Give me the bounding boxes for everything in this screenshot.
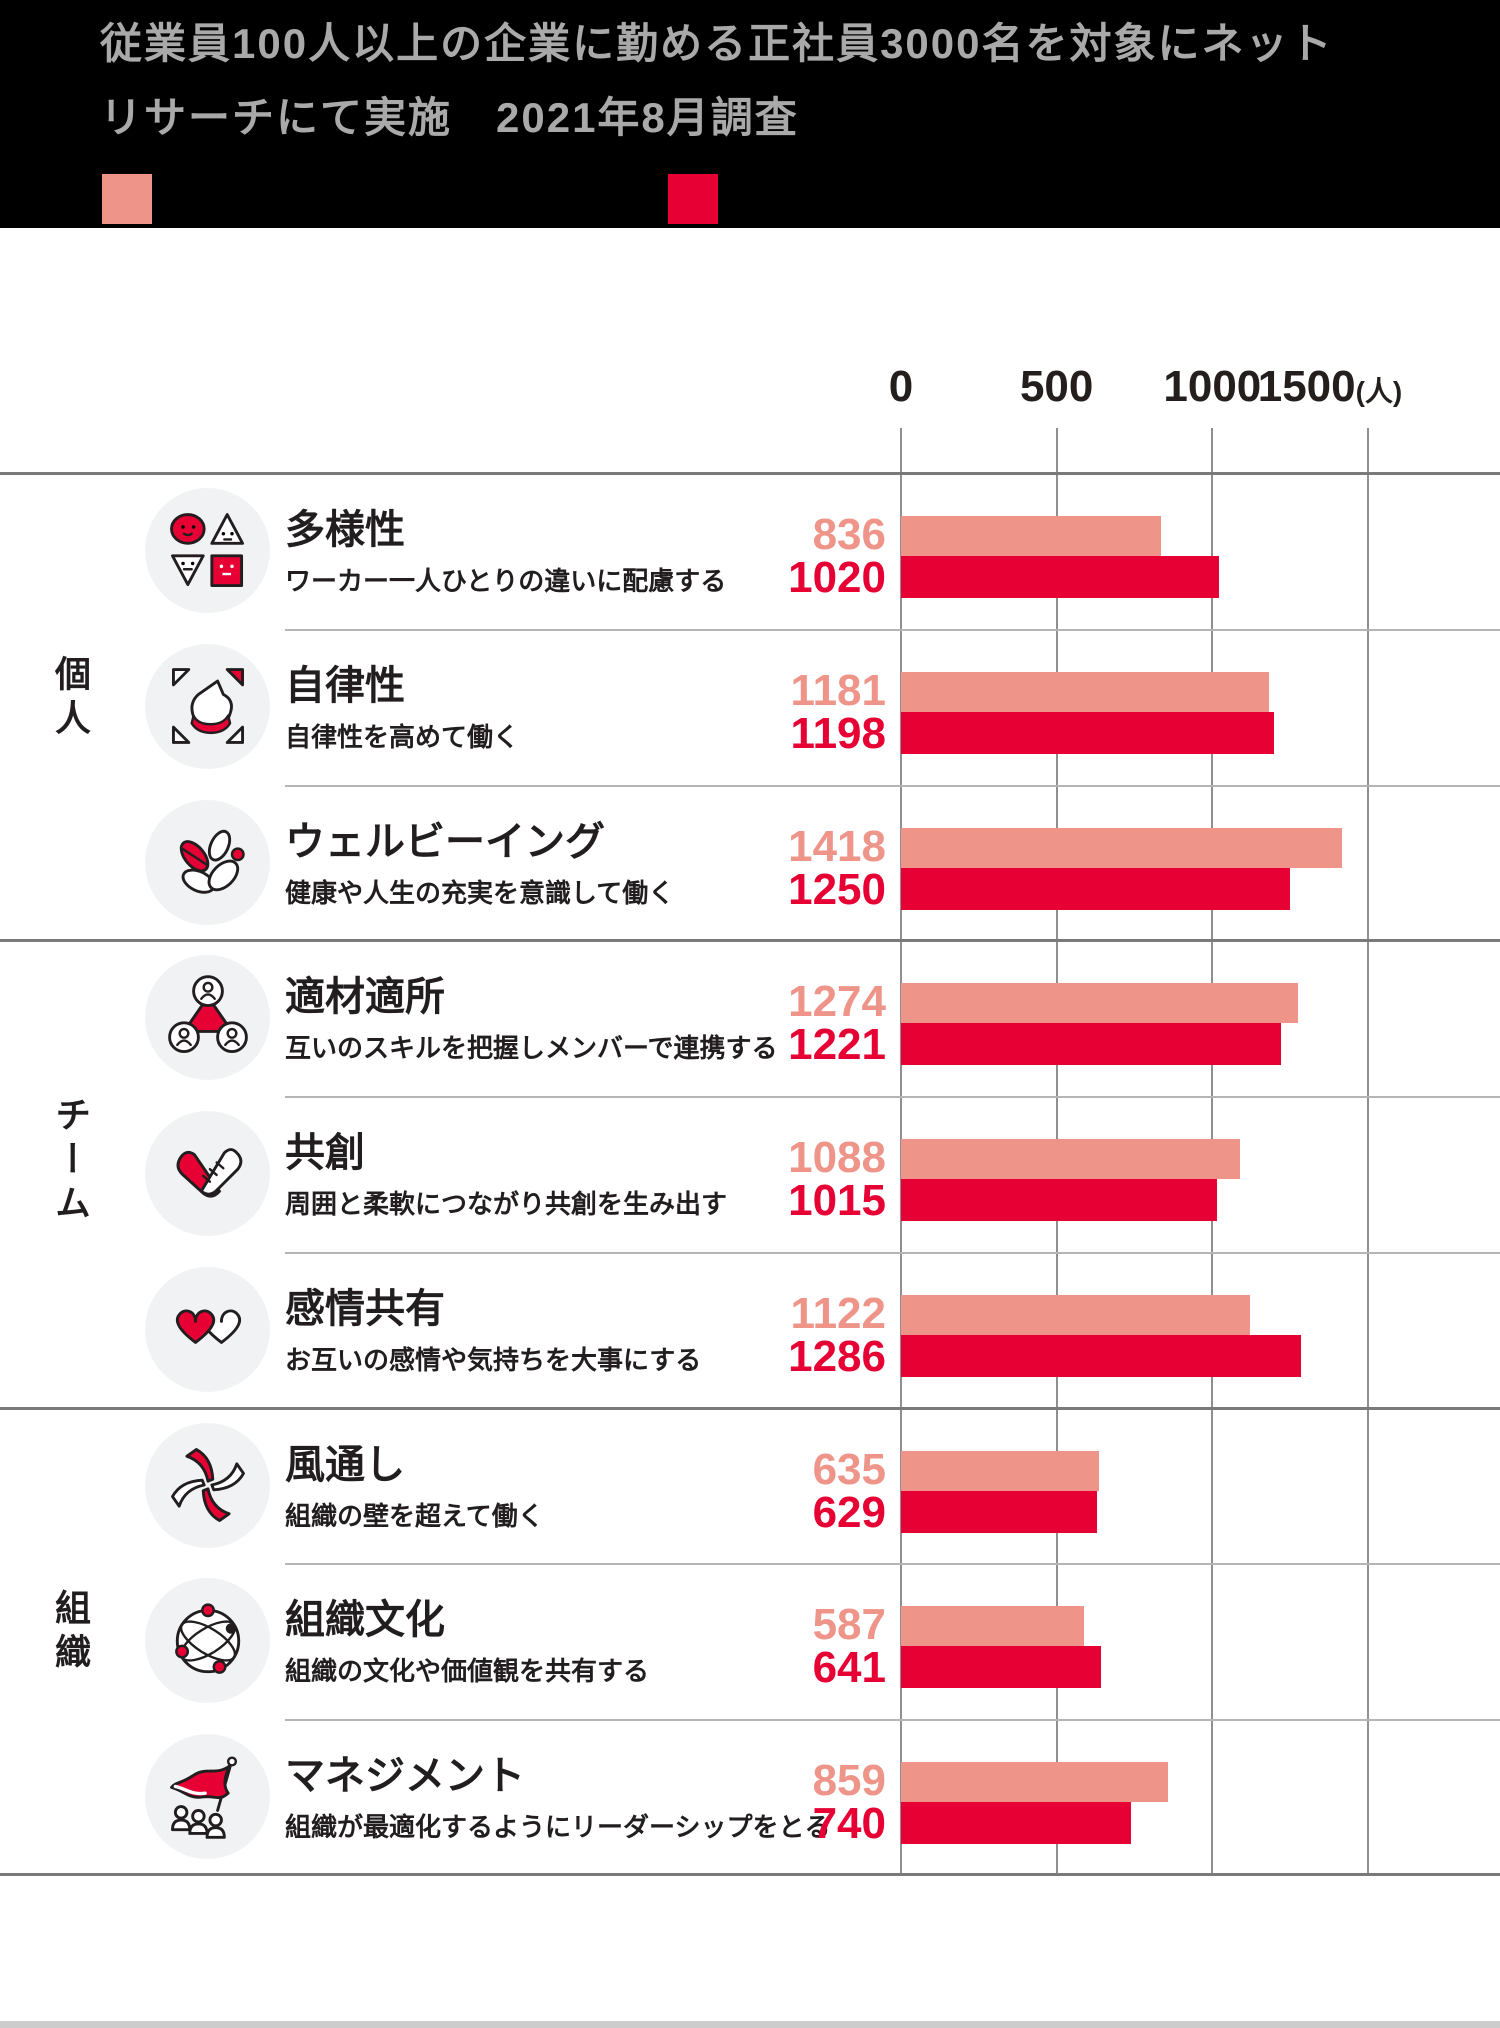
bar-series-b (901, 1179, 1217, 1222)
row-value-labels: 1418 1250 (560, 821, 886, 914)
legend-swatch-salmon (102, 174, 152, 224)
group-label: チーム (50, 1096, 91, 1228)
bar-series-a (901, 1294, 1251, 1335)
management-icon (145, 1734, 270, 1860)
row-title: 多様性 (285, 508, 405, 552)
axis-unit-label: (人) (1355, 376, 1403, 407)
bar-series-a (901, 827, 1343, 868)
row-subtitle: 組織の壁を超えて働く (285, 1500, 544, 1531)
row-subtitle: 自律性を高めて働く (285, 721, 520, 752)
value-label-series-a: 635 (812, 1444, 886, 1494)
bar-series-a (901, 516, 1162, 556)
row-title: マネジメント (285, 1754, 525, 1799)
row-divider-line (285, 1251, 1500, 1254)
row-value-labels: 836 1020 (560, 510, 886, 602)
bar-series-b (901, 711, 1274, 754)
bar-series-a (901, 1762, 1169, 1803)
value-label-series-a: 587 (812, 1600, 886, 1650)
co-creation-icon (145, 1111, 270, 1237)
row-divider-line (285, 784, 1500, 787)
group-label: 組織 (50, 1589, 91, 1678)
bottom-divider (0, 2021, 1500, 2028)
value-label-series-b: 1221 (788, 1020, 886, 1070)
value-label-series-b: 629 (812, 1487, 886, 1537)
axis-tick-label: 1000 (1163, 362, 1262, 411)
bar-series-a (901, 1139, 1240, 1180)
value-label-series-a: 1418 (788, 821, 886, 871)
row-title: 共創 (285, 1131, 365, 1176)
bar-series-b (901, 1802, 1132, 1845)
culture-icon (145, 1578, 270, 1704)
emotion-sharing-icon (145, 1266, 270, 1392)
header-title-line1: 従業員100人以上の企業に勤める正社員3000名を対象にネット (100, 20, 1334, 67)
value-label-series-b: 1198 (790, 708, 886, 758)
row-subtitle: 組織が最適化するようにリーダーシップをとる (285, 1812, 831, 1843)
row-title: 風通し (285, 1442, 405, 1487)
row-subtitle: お互いの感情や気持ちを大事にする (285, 1344, 702, 1375)
wellbeing-icon (145, 799, 270, 925)
axis-tick-label: 500 (1019, 362, 1094, 411)
row-value-labels: 1181 1198 (560, 665, 886, 758)
autonomy-icon (145, 643, 270, 769)
value-label-series-b: 1286 (788, 1331, 886, 1381)
legend-swatch-red (668, 174, 718, 224)
bar-series-b (901, 556, 1219, 598)
value-label-series-a: 859 (812, 1756, 886, 1806)
value-label-series-b: 1015 (788, 1176, 886, 1226)
diversity-icon (145, 488, 270, 613)
row-title: 組織文化 (285, 1598, 445, 1643)
row-value-labels: 587 641 (560, 1600, 886, 1693)
group-divider-line (0, 939, 1500, 943)
row-subtitle: 健康や人生の充実を意識して働く (285, 877, 675, 908)
bar-series-a (901, 671, 1269, 712)
row-subtitle: 組織の文化や価値観を共有する (285, 1656, 650, 1687)
openness-icon (145, 1422, 270, 1548)
bar-series-a (901, 983, 1298, 1024)
gridline (1367, 428, 1369, 1875)
row-subtitle: 互いのスキルを把握しメンバーで連携する (285, 1033, 778, 1064)
group-label: 個人 (50, 654, 91, 743)
row-title: ウェルビーイング (285, 819, 605, 864)
row-value-labels: 635 629 (560, 1444, 886, 1537)
header-title-line2: リサーチにて実施 2021年8月調査 (100, 94, 799, 141)
value-label-series-a: 836 (812, 510, 886, 559)
bar-series-b (901, 1646, 1101, 1689)
row-divider-line (285, 1096, 1500, 1099)
bar-series-b (901, 1334, 1302, 1377)
value-label-series-b: 740 (812, 1799, 886, 1849)
value-label-series-b: 1020 (788, 553, 886, 602)
row-divider-line (285, 628, 1500, 631)
value-label-series-a: 1122 (790, 1288, 886, 1338)
bar-series-a (901, 1450, 1099, 1491)
row-value-labels: 1274 1221 (560, 977, 886, 1070)
row-divider-line (285, 1563, 1500, 1566)
bar-series-b (901, 1490, 1097, 1533)
value-label-series-a: 1181 (790, 665, 886, 715)
row-title: 適材適所 (285, 975, 445, 1020)
row-value-labels: 1122 1286 (560, 1288, 886, 1381)
bar-series-b (901, 1023, 1282, 1066)
group-divider-line (0, 1406, 1500, 1410)
header: 従業員100人以上の企業に勤める正社員3000名を対象にネット リサーチにて実施… (0, 0, 1500, 228)
group-divider-line (0, 472, 1500, 475)
value-label-series-a: 1274 (788, 977, 886, 1027)
row-subtitle: 周囲と柔軟につながり共創を生み出す (285, 1189, 728, 1220)
value-label-series-b: 1250 (788, 864, 886, 914)
bar-series-b (901, 867, 1291, 910)
row-divider-line (285, 1719, 1500, 1722)
row-title: 自律性 (285, 663, 405, 708)
chart-bottom-line (0, 1873, 1500, 1876)
row-subtitle: ワーカー一人ひとりの違いに配慮する (285, 566, 727, 596)
row-value-labels: 1088 1015 (560, 1133, 886, 1226)
bar-series-a (901, 1606, 1084, 1647)
value-label-series-b: 641 (812, 1643, 886, 1693)
axis-tick-label: 1500(人) (1257, 362, 1403, 411)
value-label-series-a: 1088 (788, 1133, 886, 1183)
row-value-labels: 859 740 (560, 1756, 886, 1849)
row-title: 感情共有 (285, 1286, 445, 1331)
right-person-right-place-icon (145, 955, 270, 1081)
axis-tick-label: 0 (888, 362, 914, 411)
